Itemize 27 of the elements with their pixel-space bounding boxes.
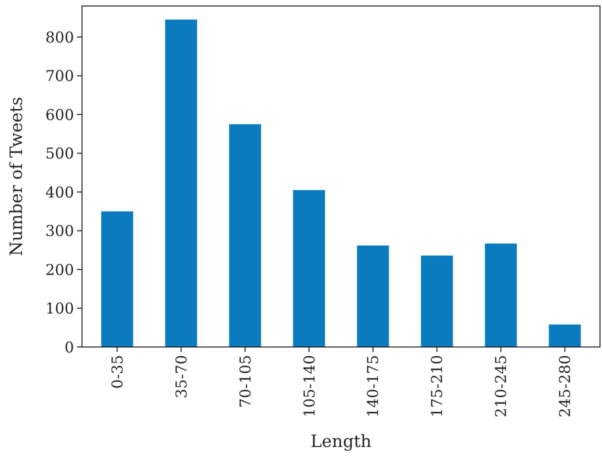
bar — [293, 190, 326, 347]
x-tick-label: 105-140 — [300, 355, 318, 418]
y-tick-label: 700 — [45, 67, 74, 85]
x-tick-label: 245-280 — [556, 355, 574, 418]
x-tick-label: 0-35 — [108, 355, 126, 389]
y-tick-label: 0 — [64, 338, 74, 356]
bar — [420, 256, 453, 347]
bar — [101, 211, 134, 347]
y-axis-title: Number of Tweets — [7, 96, 27, 256]
bar — [229, 124, 262, 347]
bar — [548, 324, 581, 347]
x-axis-title: Length — [310, 432, 372, 452]
y-tick-label: 100 — [45, 300, 74, 318]
y-tick-label: 400 — [45, 183, 74, 202]
bar — [165, 20, 198, 347]
bar — [484, 244, 517, 347]
y-tick-label: 200 — [45, 260, 74, 279]
bar — [356, 245, 389, 347]
x-tick-label: 140-175 — [364, 355, 382, 418]
y-tick-label: 600 — [45, 106, 74, 124]
y-tick-label: 800 — [45, 28, 74, 46]
x-tick-label: 210-245 — [492, 355, 510, 418]
x-tick-label: 35-70 — [172, 355, 190, 398]
x-tick-label: 175-210 — [428, 355, 446, 418]
x-tick-label: 70-105 — [236, 355, 254, 408]
y-tick-label: 300 — [45, 222, 74, 240]
y-tick-label: 500 — [45, 144, 74, 162]
